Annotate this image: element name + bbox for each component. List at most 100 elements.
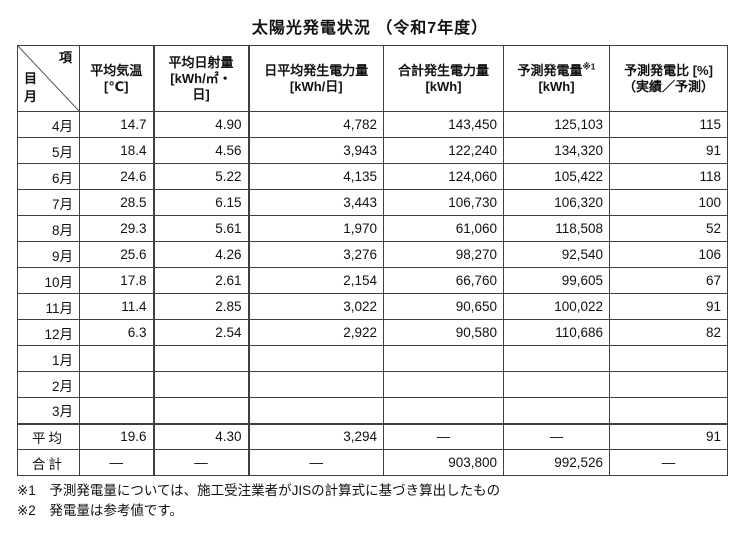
table-row: 平均 19.6 4.30 3,294 ― ― 91 xyxy=(17,422,728,450)
cell-value: 91 xyxy=(609,422,728,450)
row-month-label: 7月 xyxy=(17,189,80,216)
footnotes: ※1 予測発電量については、施工受注業者がJISの計算式に基づき算出したもの ※… xyxy=(17,481,740,521)
header-line: 日] xyxy=(192,86,210,102)
cell-value: 3,022 xyxy=(248,293,384,320)
cell-value: 6.15 xyxy=(153,189,250,216)
cell-value: 2,922 xyxy=(248,319,384,346)
table-row: 8月 29.3 5.61 1,970 61,060 118,508 52 xyxy=(17,215,728,242)
cell-value: 18.4 xyxy=(79,137,155,164)
cell-value: ― xyxy=(383,422,504,450)
footnote-2: ※2 発電量は参考値です。 xyxy=(17,503,183,518)
table-row: 10月 17.8 2.61 2,154 66,760 99,605 67 xyxy=(17,267,728,294)
cell-value: 98,270 xyxy=(383,241,504,268)
header-text: 予測発電量 xyxy=(517,62,583,78)
cell-value: 52 xyxy=(609,215,728,242)
cell-value: 2.54 xyxy=(153,319,250,346)
diagonal-divider-line xyxy=(18,46,79,111)
cell-value xyxy=(248,345,384,372)
page-title: 太陽光発電状況 （令和7年度） xyxy=(251,20,489,37)
cell-value: 4.90 xyxy=(153,111,250,138)
col-header-avg-temperature: 平均気温 [℃] xyxy=(79,45,155,112)
row-month-label: 9月 xyxy=(17,241,80,268)
cell-value: 82 xyxy=(609,319,728,346)
cell-value xyxy=(503,397,610,424)
row-month-label: 2月 xyxy=(17,371,80,398)
cell-value: 100,022 xyxy=(503,293,610,320)
header-line: 平均日射量 xyxy=(168,54,234,70)
col-header-total-generation: 合計発生電力量 [kWh] xyxy=(383,45,504,112)
table-row: 合計 ― ― ― 903,800 992,526 ― xyxy=(17,449,728,476)
col-header-forecast-ratio: 予測発電比 [%] （実績／予測） xyxy=(609,45,728,112)
cell-value: 134,320 xyxy=(503,137,610,164)
cell-value: 3,443 xyxy=(248,189,384,216)
cell-value: 6.3 xyxy=(79,319,155,346)
row-month-label: 3月 xyxy=(17,397,80,424)
row-month-label: 合計 xyxy=(17,449,80,476)
table-row: 9月 25.6 4.26 3,276 98,270 92,540 106 xyxy=(17,241,728,268)
header-line: 合計発生電力量 xyxy=(397,62,489,78)
cell-value: 125,103 xyxy=(503,111,610,138)
header-line: 予測発電比 [%] xyxy=(624,62,713,78)
header-row: 項 目 月 平均気温 [℃] 平均日射量 [kWh/㎡・ 日] 日平均発生電力量… xyxy=(17,45,728,112)
row-month-label: 10月 xyxy=(17,267,80,294)
corner-label-item-2: 目 xyxy=(24,71,38,86)
cell-value xyxy=(609,397,728,424)
row-month-label: 4月 xyxy=(17,111,80,138)
footnote-marker: ※1 xyxy=(582,61,596,72)
cell-value: 3,294 xyxy=(248,422,384,450)
cell-value: 4.30 xyxy=(153,422,250,450)
table-body: 4月 14.7 4.90 4,782 143,450 125,103 115 5月 18.4 4.… xyxy=(17,111,728,476)
cell-value: ― xyxy=(609,449,728,476)
table-row: 4月 14.7 4.90 4,782 143,450 125,103 115 xyxy=(17,111,728,138)
col-header-avg-irradiance: 平均日射量 [kWh/㎡・ 日] xyxy=(153,45,250,112)
cell-value: 124,060 xyxy=(383,163,504,190)
cell-value: 106,730 xyxy=(383,189,504,216)
cell-value: 19.6 xyxy=(79,422,155,450)
cell-value xyxy=(248,397,384,424)
cell-value: 118 xyxy=(609,163,728,190)
cell-value: 91 xyxy=(609,293,728,320)
cell-value: 143,450 xyxy=(383,111,504,138)
corner-cell: 項 目 月 xyxy=(17,45,80,112)
cell-value: 106 xyxy=(609,241,728,268)
cell-value: ― xyxy=(153,449,250,476)
corner-label-item-1: 項 xyxy=(58,50,72,65)
row-month-label: 11月 xyxy=(17,293,80,320)
table-row: 3月 xyxy=(17,397,728,424)
cell-value: 3,276 xyxy=(248,241,384,268)
cell-value: 122,240 xyxy=(383,137,504,164)
header-line: [kWh/㎡・ xyxy=(170,70,232,86)
cell-value: 92,540 xyxy=(503,241,610,268)
cell-value: 3,943 xyxy=(248,137,384,164)
row-month-label: 1月 xyxy=(17,345,80,372)
cell-value: 100 xyxy=(609,189,728,216)
cell-value: 992,526 xyxy=(503,449,610,476)
cell-value xyxy=(383,397,504,424)
row-month-label: 12月 xyxy=(17,319,80,346)
col-header-forecast-generation: 予測発電量※1 [kWh] xyxy=(503,45,610,112)
cell-value: 14.7 xyxy=(79,111,155,138)
header-line: （実績／予測） xyxy=(622,78,714,94)
col-header-daily-avg-generation: 日平均発生電力量 [kWh/日] xyxy=(248,45,384,112)
cell-value: 106,320 xyxy=(503,189,610,216)
cell-value: 4.56 xyxy=(153,137,250,164)
header-line: [℃] xyxy=(104,78,129,94)
cell-value: 90,580 xyxy=(383,319,504,346)
table-row: 6月 24.6 5.22 4,135 124,060 105,422 118 xyxy=(17,163,728,190)
cell-value: 28.5 xyxy=(79,189,155,216)
cell-value xyxy=(153,371,250,398)
cell-value: 91 xyxy=(609,137,728,164)
cell-value xyxy=(609,345,728,372)
row-month-label: 平均 xyxy=(17,422,80,450)
row-month-label: 8月 xyxy=(17,215,80,242)
cell-value: 2,154 xyxy=(248,267,384,294)
cell-value: 2.85 xyxy=(153,293,250,320)
cell-value xyxy=(383,345,504,372)
cell-value: 25.6 xyxy=(79,241,155,268)
cell-value xyxy=(79,345,155,372)
cell-value xyxy=(153,345,250,372)
header-line: [kWh] xyxy=(425,78,462,94)
table-row: 1月 xyxy=(17,345,728,372)
table-row: 2月 xyxy=(17,371,728,398)
cell-value: 903,800 xyxy=(383,449,504,476)
